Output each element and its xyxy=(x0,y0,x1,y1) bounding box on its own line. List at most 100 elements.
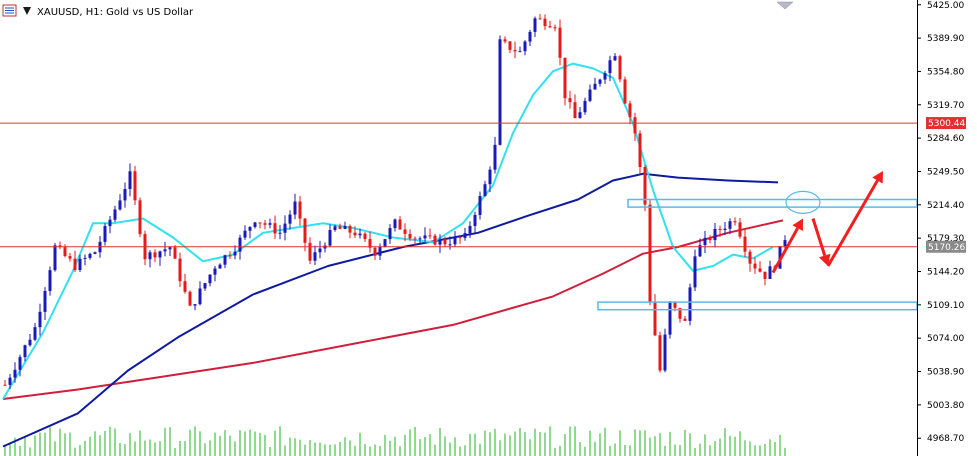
triangle-minimize-icon[interactable] xyxy=(776,1,794,10)
candle xyxy=(73,250,77,273)
candle xyxy=(358,228,362,239)
support-resistance-zone xyxy=(627,198,918,208)
candle xyxy=(318,240,322,259)
candle xyxy=(33,323,37,342)
candle xyxy=(188,290,192,306)
candle xyxy=(48,266,52,296)
candle xyxy=(128,163,132,197)
candle xyxy=(698,238,702,258)
support-resistance-zone xyxy=(597,301,918,311)
candle xyxy=(458,235,462,244)
candle xyxy=(478,191,482,220)
candle xyxy=(418,236,422,245)
candle xyxy=(83,254,87,266)
candle xyxy=(763,271,767,286)
candle xyxy=(348,224,352,239)
candle xyxy=(173,245,177,259)
candle xyxy=(353,226,357,238)
candle xyxy=(278,225,282,240)
candle xyxy=(768,260,772,280)
candle xyxy=(403,223,407,242)
candle xyxy=(28,334,32,347)
annotations xyxy=(771,171,883,274)
candle xyxy=(243,225,247,240)
candle xyxy=(263,219,267,230)
candle xyxy=(503,36,507,44)
candle xyxy=(543,14,547,31)
candle xyxy=(138,197,142,238)
candle xyxy=(203,282,207,291)
candle xyxy=(338,223,342,230)
candle xyxy=(433,233,437,246)
candle xyxy=(593,77,597,90)
candle xyxy=(148,250,152,268)
candle xyxy=(583,97,587,115)
candle xyxy=(93,251,97,255)
candle xyxy=(528,29,532,46)
candle xyxy=(758,261,762,273)
price-axis: 5425.00 5389.90 5354.80 5319.70 5284.60 5249.… xyxy=(917,1,966,444)
candle xyxy=(743,228,747,258)
candle xyxy=(328,224,332,247)
candle xyxy=(258,222,262,229)
candle xyxy=(108,215,112,234)
zones xyxy=(597,198,918,311)
svg-text:5170.26: 5170.26 xyxy=(928,243,965,253)
price-tick-label: 5144.20 xyxy=(927,268,964,278)
candle xyxy=(428,228,432,240)
candle xyxy=(633,112,637,141)
candle xyxy=(553,24,557,32)
candle xyxy=(78,254,82,273)
candle xyxy=(218,263,222,269)
candle xyxy=(628,100,632,125)
chart-title: XAUUSD, H1: Gold vs US Dollar xyxy=(37,7,194,18)
price-tick-label: 5425.00 xyxy=(927,1,964,11)
candle xyxy=(13,362,17,383)
candle xyxy=(538,14,542,20)
candle xyxy=(468,221,472,238)
candle xyxy=(38,303,42,336)
price-tick-label: 5319.70 xyxy=(927,101,964,111)
candle xyxy=(598,78,602,87)
candle xyxy=(133,165,137,206)
candle xyxy=(43,287,47,321)
candle xyxy=(498,35,502,146)
candle xyxy=(388,224,392,244)
price-tick-label: 5249.50 xyxy=(927,167,964,177)
candle xyxy=(208,274,212,287)
candle xyxy=(253,221,257,229)
candle xyxy=(463,227,467,241)
candle xyxy=(693,249,697,292)
candle xyxy=(568,90,572,109)
candle xyxy=(398,216,402,230)
candle xyxy=(143,230,147,266)
candle xyxy=(88,252,92,260)
dropdown-triangle-icon[interactable] xyxy=(23,7,31,15)
candle xyxy=(688,283,692,326)
candle xyxy=(408,229,412,241)
candle xyxy=(608,55,612,82)
candle xyxy=(733,217,737,226)
candle xyxy=(488,166,492,193)
candle xyxy=(618,54,622,83)
candle xyxy=(178,252,182,288)
candle xyxy=(448,236,452,250)
candle xyxy=(493,136,497,174)
candle xyxy=(113,205,117,222)
candle xyxy=(273,215,277,240)
candle xyxy=(53,242,57,272)
candle xyxy=(308,237,312,265)
candle xyxy=(483,180,487,197)
candle xyxy=(323,242,327,253)
candle xyxy=(423,227,427,242)
candle xyxy=(508,41,512,53)
candle xyxy=(378,243,382,261)
horizontal-levels xyxy=(0,122,917,248)
candle xyxy=(518,46,522,53)
candle xyxy=(293,193,297,220)
candle xyxy=(653,294,657,337)
candle xyxy=(228,251,232,260)
candle xyxy=(3,379,7,386)
candle xyxy=(713,222,717,248)
